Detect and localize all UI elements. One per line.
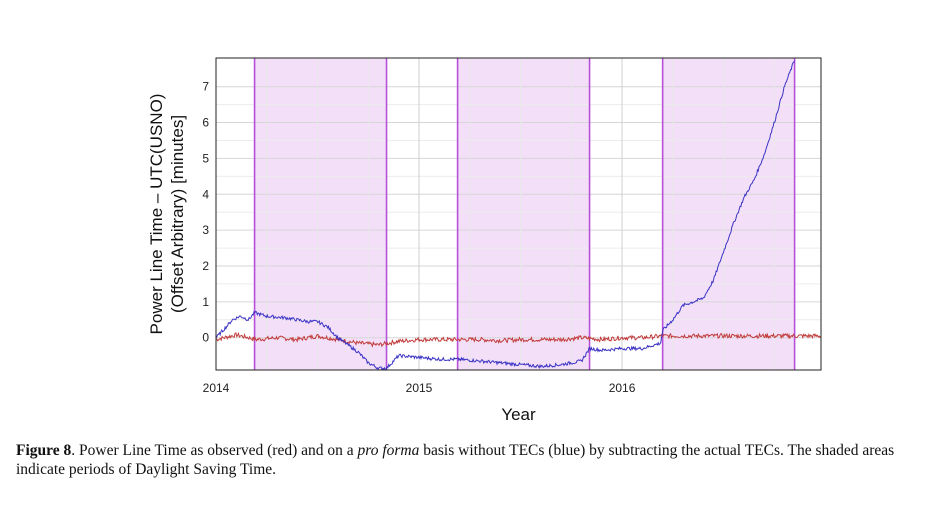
dst-region-2 bbox=[457, 58, 590, 370]
y-tick-label: 7 bbox=[202, 80, 209, 94]
y-axis-title-line1: Power Line Time – UTC(USNO) bbox=[147, 94, 166, 335]
series-observed-red-line bbox=[215, 331, 822, 348]
x-tick-label: 2014 bbox=[203, 381, 230, 395]
y-tick-label: 3 bbox=[202, 223, 209, 237]
y-tick-label: 5 bbox=[202, 151, 209, 165]
y-tick-label: 4 bbox=[202, 187, 209, 201]
x-axis-title: Year bbox=[501, 405, 536, 424]
series-pro-forma-blue-line bbox=[215, 60, 796, 371]
caption-italic: pro forma bbox=[357, 442, 420, 459]
plot-frame bbox=[215, 57, 822, 371]
caption-text-after: basis without TECs (blue) by subtracting… bbox=[16, 442, 895, 478]
series-lines bbox=[215, 60, 822, 371]
x-tick-label: 2015 bbox=[406, 381, 433, 395]
y-tick-label: 1 bbox=[202, 295, 209, 309]
dst-boundary-lines bbox=[253, 58, 796, 370]
y-tick-label: 2 bbox=[202, 259, 209, 273]
dst-region-3 bbox=[662, 58, 795, 370]
dst-shaded-regions bbox=[254, 58, 795, 370]
caption-label: Figure 8 bbox=[16, 442, 72, 459]
chart: 0 1 2 3 4 5 6 7 2014 2015 2016 Year Power Line Ti… bbox=[147, 57, 822, 424]
caption-text-before: . Power Line Time as observed (red) and … bbox=[71, 442, 358, 459]
x-tick-label: 2016 bbox=[609, 381, 636, 395]
figure-caption: Figure 8. Power Line Time as observed (r… bbox=[16, 441, 941, 479]
x-tick-labels: 2014 2015 2016 bbox=[203, 381, 636, 395]
y-tick-labels: 0 1 2 3 4 5 6 7 bbox=[202, 80, 209, 345]
y-tick-label: 6 bbox=[202, 116, 209, 130]
y-axis-title-line2: (Offset Arbitrary) [minutes] bbox=[168, 115, 187, 313]
y-tick-label: 0 bbox=[202, 331, 209, 345]
